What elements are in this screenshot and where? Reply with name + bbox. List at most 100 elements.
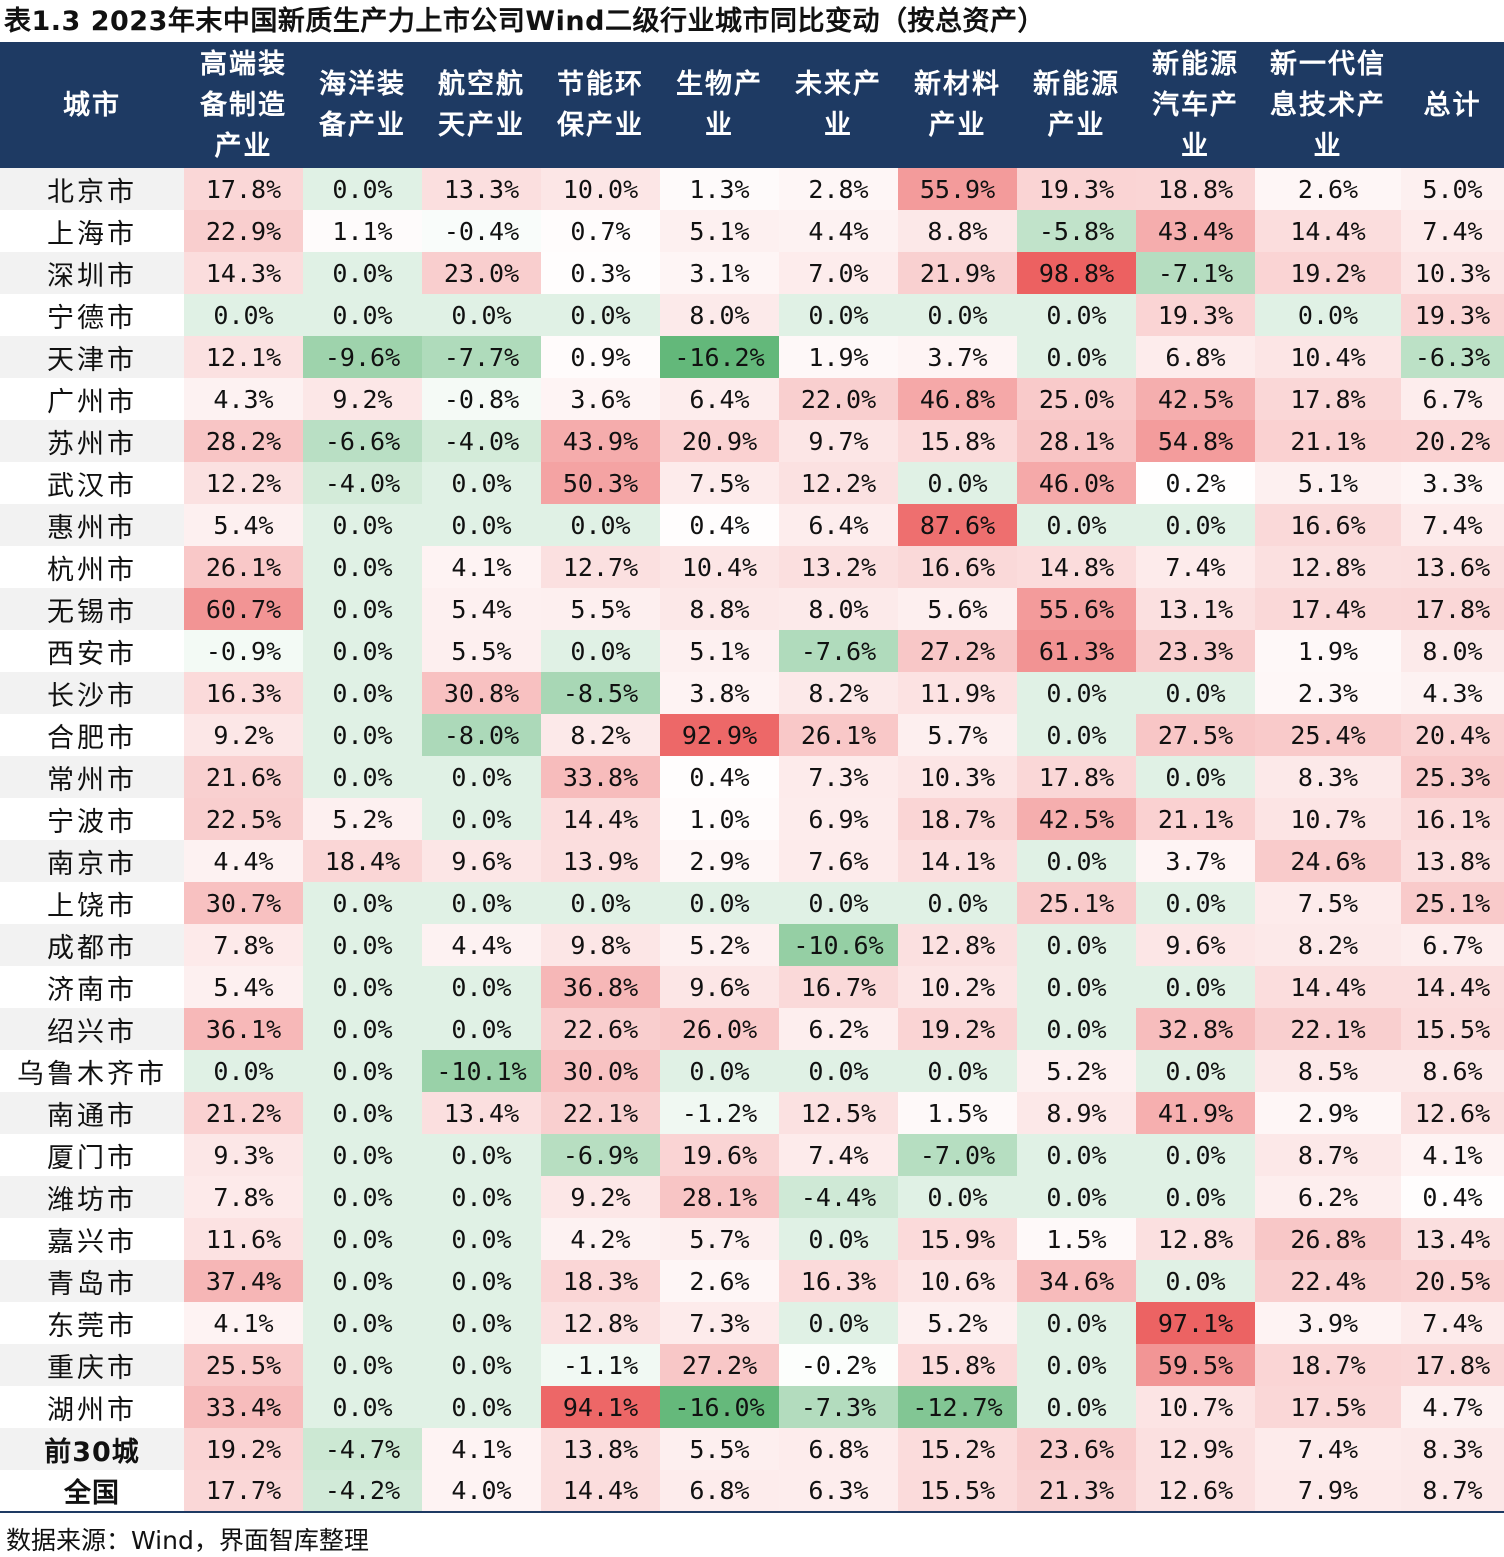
heat-cell: 12.8% <box>898 924 1017 966</box>
heat-cell: 14.3% <box>184 252 303 294</box>
heat-cell: 18.8% <box>1136 168 1255 210</box>
heat-cell: 5.1% <box>660 630 779 672</box>
heat-cell: 14.4% <box>541 798 660 840</box>
heat-cell: 8.7% <box>1401 1470 1504 1513</box>
heat-cell: 0.0% <box>779 294 898 336</box>
heat-cell: 9.6% <box>422 840 541 882</box>
heat-cell: 0.0% <box>1017 966 1136 1008</box>
heat-cell: 0.0% <box>898 1176 1017 1218</box>
heat-cell: 19.2% <box>898 1008 1017 1050</box>
heat-cell: 25.0% <box>1017 378 1136 420</box>
table-row: 上海市 22.9% 1.1% -0.4% 0.7% 5.1% 4.4% 8.8% -5.8% 43… <box>0 210 1504 252</box>
heat-cell: 0.0% <box>303 1008 422 1050</box>
heat-cell: 55.6% <box>1017 588 1136 630</box>
city-label: 合肥市 <box>0 714 184 756</box>
heat-cell: -12.7% <box>898 1386 1017 1428</box>
heat-cell: 20.9% <box>660 420 779 462</box>
heat-cell: 61.3% <box>1017 630 1136 672</box>
column-header-line: 新能源 <box>1033 69 1120 100</box>
city-label: 嘉兴市 <box>0 1218 184 1260</box>
heat-cell: 0.0% <box>541 294 660 336</box>
heat-cell: 8.9% <box>1017 1092 1136 1134</box>
heat-cell: 18.4% <box>303 840 422 882</box>
heat-cell: 15.8% <box>898 420 1017 462</box>
heat-cell: 0.0% <box>422 1344 541 1386</box>
heat-cell: 1.5% <box>1017 1218 1136 1260</box>
heat-cell: 0.0% <box>1017 504 1136 546</box>
heat-cell: 0.0% <box>1136 504 1255 546</box>
table-row: 青岛市 37.4% 0.0% 0.0% 18.3% 2.6% 16.3% 10.6% 34.6%… <box>0 1260 1504 1302</box>
heat-cell: 0.0% <box>1017 714 1136 756</box>
heat-cell: 5.6% <box>898 588 1017 630</box>
column-header: 新材料 产业 <box>898 42 1017 168</box>
heat-cell: 12.7% <box>541 546 660 588</box>
heat-cell: 26.8% <box>1255 1218 1401 1260</box>
heat-cell: 0.0% <box>303 546 422 588</box>
heat-cell: 28.1% <box>660 1176 779 1218</box>
heat-cell: 6.8% <box>660 1470 779 1513</box>
heat-cell: 19.2% <box>184 1428 303 1470</box>
heat-cell: 21.3% <box>1017 1470 1136 1513</box>
heat-cell: 0.0% <box>422 462 541 504</box>
heat-cell: 19.6% <box>660 1134 779 1176</box>
column-header-line: 息技术产 <box>1270 89 1386 121</box>
heat-cell: 41.9% <box>1136 1092 1255 1134</box>
city-label: 重庆市 <box>0 1344 184 1386</box>
heat-cell: 23.3% <box>1136 630 1255 672</box>
heat-cell: 26.1% <box>779 714 898 756</box>
heat-cell: 0.0% <box>303 252 422 294</box>
heat-cell: 12.8% <box>1255 546 1401 588</box>
header-row: 城市 高端装 备制造 产业 海洋装 备产业 航空航 天产业 节能环 保产业 生物产业未来产业新材料产… <box>0 42 1504 168</box>
table-row: 北京市 17.8% 0.0% 13.3% 10.0% 1.3% 2.8% 55.9% 19.3%… <box>0 168 1504 210</box>
heat-cell: 0.4% <box>660 504 779 546</box>
heat-cell: 4.0% <box>422 1470 541 1513</box>
heat-cell: 55.9% <box>898 168 1017 210</box>
heat-cell: 21.1% <box>1255 420 1401 462</box>
heat-cell: 30.0% <box>541 1050 660 1092</box>
heat-cell: 7.6% <box>779 840 898 882</box>
heat-cell: 0.0% <box>303 1302 422 1344</box>
heat-cell: 17.8% <box>1401 1344 1504 1386</box>
city-label: 青岛市 <box>0 1260 184 1302</box>
heat-cell: 0.0% <box>660 882 779 924</box>
heat-cell: 14.1% <box>898 840 1017 882</box>
column-header-line: 天产业 <box>438 110 525 141</box>
heat-cell: 3.1% <box>660 252 779 294</box>
column-header: 新能源 产业 <box>1017 42 1136 168</box>
heat-cell: 7.4% <box>1255 1428 1401 1470</box>
heat-cell: 2.6% <box>660 1260 779 1302</box>
heat-cell: 22.1% <box>541 1092 660 1134</box>
heat-cell: 0.4% <box>1401 1176 1504 1218</box>
heat-cell: 25.1% <box>1401 882 1504 924</box>
heat-cell: 17.5% <box>1255 1386 1401 1428</box>
heat-cell: 0.0% <box>541 630 660 672</box>
heat-cell: 22.6% <box>541 1008 660 1050</box>
heat-cell: 26.1% <box>184 546 303 588</box>
heat-cell: 0.0% <box>660 1050 779 1092</box>
table-row: 天津市 12.1% -9.6% -7.7% 0.9% -16.2% 1.9% 3.7% 0.0%… <box>0 336 1504 378</box>
heat-cell: 6.7% <box>1401 378 1504 420</box>
heat-cell: 0.0% <box>303 1218 422 1260</box>
heat-cell: -7.1% <box>1136 252 1255 294</box>
heat-cell: 0.0% <box>1017 1134 1136 1176</box>
heat-cell: 2.3% <box>1255 672 1401 714</box>
heat-cell: 9.2% <box>541 1176 660 1218</box>
heat-cell: 0.0% <box>1017 1008 1136 1050</box>
heat-cell: 13.4% <box>1401 1218 1504 1260</box>
heat-cell: 0.3% <box>541 252 660 294</box>
column-header-line: 生物产 <box>676 69 763 100</box>
table-row: 乌鲁木齐市 0.0% 0.0% -10.1% 30.0% 0.0% 0.0% 0.0% 5.2%… <box>0 1050 1504 1092</box>
heat-cell: 5.1% <box>660 210 779 252</box>
table-row: 上饶市 30.7% 0.0% 0.0% 0.0% 0.0% 0.0% 0.0% 25.1% 0.0… <box>0 882 1504 924</box>
heat-cell: -0.8% <box>422 378 541 420</box>
heat-cell: 8.7% <box>1255 1134 1401 1176</box>
heat-cell: 13.6% <box>1401 546 1504 588</box>
column-header-line: 产业 <box>928 110 987 141</box>
heat-cell: 8.3% <box>1401 1428 1504 1470</box>
column-header-line: 新能源 <box>1152 48 1239 80</box>
heat-cell: 59.5% <box>1136 1344 1255 1386</box>
heat-cell: -4.2% <box>303 1470 422 1513</box>
city-label: 无锡市 <box>0 588 184 630</box>
heat-cell: 3.7% <box>898 336 1017 378</box>
heat-cell: 0.0% <box>303 924 422 966</box>
